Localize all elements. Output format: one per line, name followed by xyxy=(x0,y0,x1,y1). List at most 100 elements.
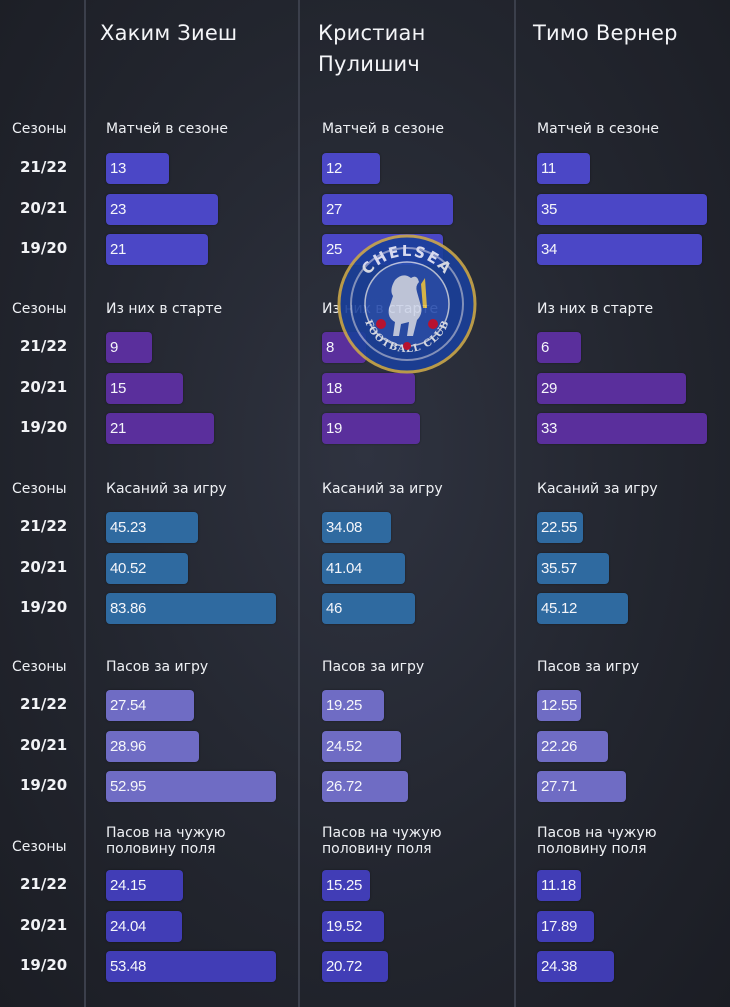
season-label: 21/22 xyxy=(20,875,68,893)
season-label: 21/22 xyxy=(20,158,68,176)
bar-value-label: 11.18 xyxy=(541,877,576,894)
metric-label: Матчей в сезоне xyxy=(537,121,660,137)
chelsea-logo: CHELSEA FOOTBALL CLUB xyxy=(337,234,477,374)
bar-value-label: 20.72 xyxy=(326,958,363,975)
bar-value-label: 19 xyxy=(326,420,343,437)
bar-value-label: 11 xyxy=(541,160,556,177)
bar-value-label: 6 xyxy=(541,339,550,356)
stat-bar: 22.26 xyxy=(537,730,608,762)
stat-bar: 21 xyxy=(106,413,214,444)
season-label: 20/21 xyxy=(20,915,68,934)
metric-label: Из них в старте xyxy=(537,301,654,317)
stat-bar: 9 xyxy=(106,332,152,363)
metric-label: Касаний за игру xyxy=(106,481,227,497)
bar-value-label: 15.25 xyxy=(326,877,363,894)
stat-bar: 24.38 xyxy=(537,951,614,982)
season-label: 20/21 xyxy=(20,198,68,217)
stat-bar: 83.86 xyxy=(106,593,276,624)
player-name-ziyech: Хаким Зиеш xyxy=(100,21,238,45)
bar-value-label: 83.86 xyxy=(110,600,147,617)
bar-value-label: 35.57 xyxy=(541,559,578,577)
stat-bar: 18 xyxy=(322,372,415,404)
stat-bar: 24.04 xyxy=(106,910,182,942)
stat-bar: 15.25 xyxy=(322,870,370,901)
bar-value-label: 29 xyxy=(541,379,558,397)
stat-bar: 52.95 xyxy=(106,771,276,802)
metric-label: Пасов на чужую половину поля xyxy=(322,825,442,857)
bar-value-label: 15 xyxy=(110,379,127,397)
metric-label: Пасов за игру xyxy=(322,659,425,675)
bar-value-label: 21 xyxy=(110,420,127,437)
season-label: 20/21 xyxy=(20,377,68,396)
stat-bar: 19 xyxy=(322,413,420,444)
bar-value-label: 24.15 xyxy=(110,877,147,894)
bar-value-label: 22.55 xyxy=(541,519,578,536)
bar-value-label: 24.38 xyxy=(541,958,578,975)
bar-value-label: 53.48 xyxy=(110,958,147,975)
stat-bar: 27 xyxy=(322,193,453,225)
season-label: 21/22 xyxy=(20,517,68,535)
bar-value-label: 52.95 xyxy=(110,778,147,795)
stat-bar: 46 xyxy=(322,593,415,624)
column-divider xyxy=(84,0,86,1007)
bar-value-label: 17.89 xyxy=(541,917,578,935)
stat-bar: 34 xyxy=(537,234,702,265)
stat-bar: 15 xyxy=(106,372,183,404)
stat-bar: 11 xyxy=(537,153,590,184)
season-label: 21/22 xyxy=(20,695,68,713)
stat-bar: 33 xyxy=(537,413,707,444)
seasons-label: Сезоны xyxy=(12,121,67,137)
seasons-label: Сезоны xyxy=(12,481,67,497)
stat-bar: 45.23 xyxy=(106,512,198,543)
stat-bar: 12.55 xyxy=(537,690,581,721)
metric-label: Матчей в сезоне xyxy=(106,121,229,137)
season-label: 20/21 xyxy=(20,735,68,754)
bar-value-label: 27.71 xyxy=(541,778,578,795)
season-label: 21/22 xyxy=(20,337,68,355)
stat-bar: 34.08 xyxy=(322,512,391,543)
stat-bar: 41.04 xyxy=(322,552,405,584)
stat-bar: 40.52 xyxy=(106,552,188,584)
stat-bar: 13 xyxy=(106,153,169,184)
bar-value-label: 12.55 xyxy=(541,697,578,714)
bar-value-label: 40.52 xyxy=(110,559,147,577)
bar-value-label: 22.26 xyxy=(541,737,578,755)
stat-bar: 27.71 xyxy=(537,771,626,802)
metric-label: Касаний за игру xyxy=(322,481,443,497)
bar-value-label: 25 xyxy=(326,241,343,258)
season-label: 20/21 xyxy=(20,557,68,576)
bar-value-label: 24.52 xyxy=(326,737,363,755)
bar-value-label: 8 xyxy=(326,339,335,356)
stat-bar: 26.72 xyxy=(322,771,408,802)
stat-bar: 24.15 xyxy=(106,870,183,901)
bar-value-label: 45.23 xyxy=(110,519,147,536)
player-name-pulisic: Кристиан Пулишич xyxy=(318,21,426,76)
bar-value-label: 21 xyxy=(110,241,127,258)
stat-bar: 53.48 xyxy=(106,951,276,982)
stat-bar: 24.52 xyxy=(322,730,401,762)
bar-value-label: 33 xyxy=(541,420,558,437)
stat-bar: 23 xyxy=(106,193,218,225)
season-label: 19/20 xyxy=(20,239,68,257)
stat-bar: 6 xyxy=(537,332,581,363)
stat-bar: 19.25 xyxy=(322,690,384,721)
stat-bar: 21 xyxy=(106,234,208,265)
metric-label: Пасов на чужую половину поля xyxy=(106,825,226,857)
stat-bar: 35.57 xyxy=(537,552,609,584)
metric-label: Пасов на чужую половину поля xyxy=(537,825,657,857)
bar-value-label: 26.72 xyxy=(326,778,363,795)
season-label: 19/20 xyxy=(20,776,68,794)
metric-label: Касаний за игру xyxy=(537,481,658,497)
bar-value-label: 46 xyxy=(326,600,343,617)
seasons-label: Сезоны xyxy=(12,659,67,675)
stat-bar: 35 xyxy=(537,193,707,225)
metric-label: Из них в старте xyxy=(106,301,223,317)
stat-bar: 11.18 xyxy=(537,870,581,901)
stat-bar: 12 xyxy=(322,153,380,184)
bar-value-label: 9 xyxy=(110,339,119,356)
bar-value-label: 23 xyxy=(110,200,127,218)
bar-value-label: 41.04 xyxy=(326,559,363,577)
season-label: 19/20 xyxy=(20,598,68,616)
seasons-label: Сезоны xyxy=(12,839,67,855)
metric-label: Матчей в сезоне xyxy=(322,121,445,137)
